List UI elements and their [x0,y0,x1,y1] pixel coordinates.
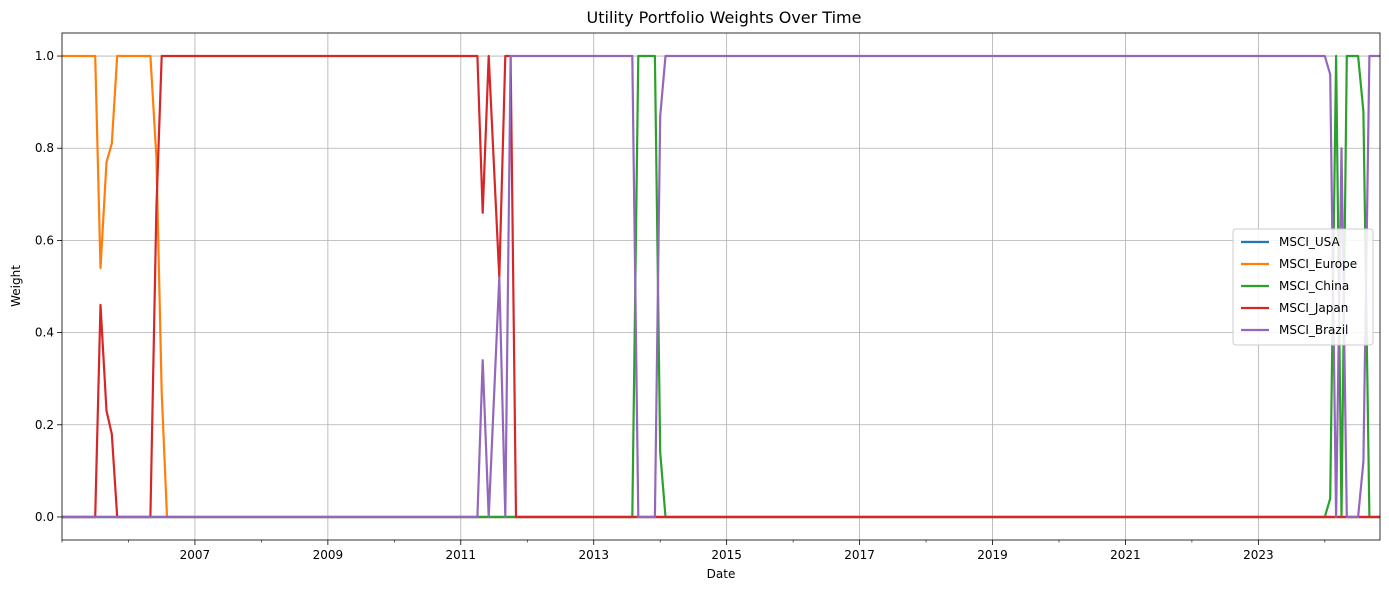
x-tick-label: 2021 [1110,548,1141,562]
x-tick-label: 2015 [711,548,742,562]
x-axis-ticks: 2007 2009 2011 2013 2015 2017 2019 2021 2023 [61,540,1326,562]
series-line-msci-china [62,54,1380,519]
y-tick-label: 0.4 [35,326,54,340]
x-axis-label: Date [707,567,736,581]
x-tick-label: 2013 [578,548,609,562]
y-tick-label: 0.8 [35,141,54,155]
legend-label: MSCI_Brazil [1279,323,1348,337]
series-line-msci-brazil [62,54,1380,519]
legend-label: MSCI_USA [1279,235,1341,249]
x-tick-label: 2017 [844,548,875,562]
y-tick-label: 0.6 [35,233,54,247]
legend: MSCI_USA MSCI_Europe MSCI_China MSCI_Japan M… [1232,228,1374,346]
y-axis-ticks: 0.0 0.2 0.4 0.6 0.8 1.0 [35,49,62,524]
series-layer [62,54,1380,519]
y-tick-label: 1.0 [35,49,54,63]
y-tick-label: 0.2 [35,418,54,432]
y-tick-label: 0.0 [35,510,54,524]
chart-title: Utility Portfolio Weights Over Time [587,8,862,27]
x-tick-label: 2011 [446,548,477,562]
legend-label: MSCI_Europe [1279,257,1357,271]
x-tick-label: 2007 [180,548,211,562]
legend-label: MSCI_Japan [1279,301,1348,315]
plot-area-frame [61,32,1381,541]
x-tick-label: 2009 [313,548,344,562]
y-axis-label: Weight [9,265,23,307]
legend-label: MSCI_China [1279,279,1349,293]
legend-box [1232,228,1374,346]
x-tick-label: 2023 [1243,548,1274,562]
x-tick-label: 2019 [977,548,1008,562]
series-line-msci-japan [62,54,1380,519]
grid-lines [62,33,1380,540]
series-line-msci-europe [62,54,1380,519]
